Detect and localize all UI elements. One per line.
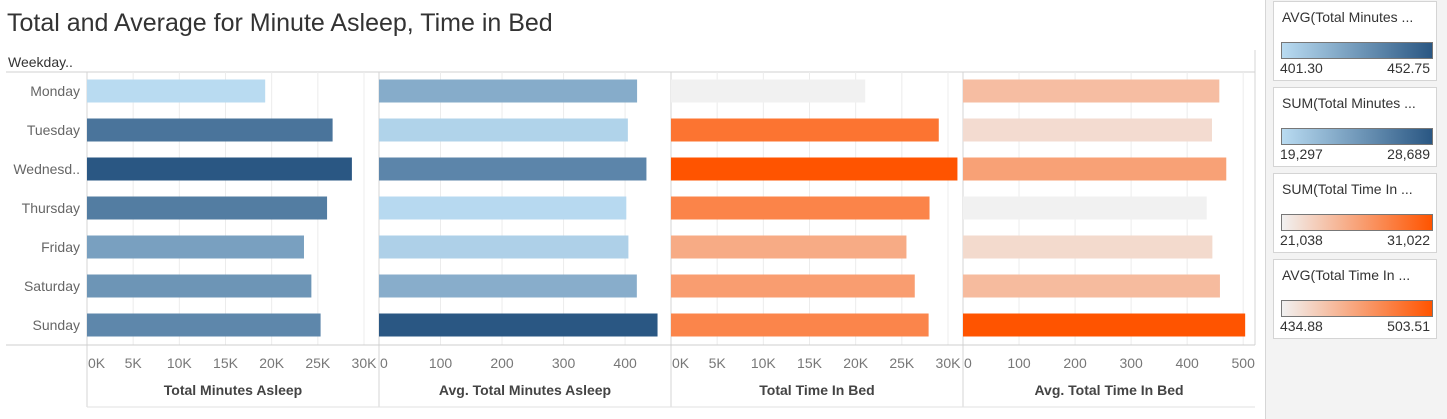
x-tick-label: 200 xyxy=(1063,355,1087,371)
x-tick-label: 10K xyxy=(167,355,193,371)
chart-title: Total and Average for Minute Asleep, Tim… xyxy=(7,9,553,37)
legend-title: SUM(Total Minutes ... xyxy=(1282,95,1416,111)
bar xyxy=(963,196,1207,220)
bar xyxy=(87,235,304,259)
x-axis-title: Avg. Total Minutes Asleep xyxy=(439,382,611,398)
legend-min-value: 434.88 xyxy=(1280,318,1323,334)
bar xyxy=(963,79,1220,103)
bar xyxy=(379,118,628,142)
x-tick-label: 5K xyxy=(125,355,143,371)
row-label: Monday xyxy=(30,83,80,99)
legend-min-value: 19,297 xyxy=(1280,146,1323,162)
x-tick-label: 200 xyxy=(490,355,514,371)
legend-title: SUM(Total Time In ... xyxy=(1282,181,1413,197)
bar xyxy=(379,157,647,181)
row-label: Friday xyxy=(41,239,80,255)
x-tick-label: 400 xyxy=(613,355,637,371)
legend-title: AVG(Total Minutes ... xyxy=(1282,9,1414,25)
x-tick-label: 400 xyxy=(1175,355,1199,371)
x-axis-title: Total Time In Bed xyxy=(759,382,874,398)
x-tick-label: 25K xyxy=(305,355,331,371)
bar xyxy=(379,274,637,298)
bar xyxy=(671,235,907,259)
row-label: Saturday xyxy=(24,278,80,294)
bar xyxy=(671,274,915,298)
x-tick-label: 100 xyxy=(429,355,453,371)
x-tick-label: 300 xyxy=(552,355,576,371)
bar xyxy=(87,274,312,298)
bar xyxy=(671,313,929,337)
bar xyxy=(87,118,333,142)
bar xyxy=(87,157,352,181)
x-tick-label: 0 xyxy=(964,355,972,371)
bar xyxy=(963,235,1213,259)
bar xyxy=(87,196,328,220)
color-ramp xyxy=(1281,42,1433,59)
bar xyxy=(963,313,1246,337)
legend-avg-time-in-bed[interactable]: AVG(Total Time In ... 434.88 503.51 xyxy=(1273,259,1437,339)
bar xyxy=(379,235,629,259)
legend-title: AVG(Total Time In ... xyxy=(1282,267,1411,283)
bar xyxy=(379,313,658,337)
x-tick-label: 30K xyxy=(936,355,962,371)
legend-sum-time-in-bed[interactable]: SUM(Total Time In ... 21,038 31,022 xyxy=(1273,173,1437,253)
bar xyxy=(379,79,638,103)
bar xyxy=(671,157,958,181)
x-tick-label: 0K xyxy=(88,355,106,371)
bar xyxy=(671,79,866,103)
legend-min-value: 401.30 xyxy=(1280,60,1323,76)
x-tick-label: 20K xyxy=(843,355,869,371)
legend-max-value: 31,022 xyxy=(1387,232,1430,248)
x-tick-label: 0K xyxy=(672,355,690,371)
bar-chart: Weekday.. Monday Tuesday Wednesd.. Thursday F… xyxy=(6,50,1256,408)
x-axis-title: Avg. Total Time In Bed xyxy=(1034,382,1183,398)
bar xyxy=(963,274,1220,298)
color-ramp xyxy=(1281,214,1433,231)
x-axis-title: Total Minutes Asleep xyxy=(164,382,302,398)
legend-max-value: 452.75 xyxy=(1387,60,1430,76)
bar xyxy=(963,157,1227,181)
legend-sum-minutes-asleep[interactable]: SUM(Total Minutes ... 19,297 28,689 xyxy=(1273,87,1437,167)
row-header-label: Weekday.. xyxy=(8,54,73,70)
bar xyxy=(379,196,627,220)
x-tick-label: 500 xyxy=(1232,355,1256,371)
x-tick-label: 5K xyxy=(709,355,727,371)
bar xyxy=(963,118,1212,142)
x-tick-label: 15K xyxy=(213,355,239,371)
row-label: Thursday xyxy=(22,200,80,216)
bar xyxy=(671,196,930,220)
legend-avg-minutes-asleep[interactable]: AVG(Total Minutes ... 401.30 452.75 xyxy=(1273,1,1437,81)
x-tick-label: 10K xyxy=(751,355,777,371)
x-tick-label: 30K xyxy=(352,355,378,371)
x-tick-label: 0 xyxy=(380,355,388,371)
color-ramp xyxy=(1281,128,1433,145)
row-label: Sunday xyxy=(33,317,80,333)
x-tick-label: 300 xyxy=(1119,355,1143,371)
bar xyxy=(87,79,266,103)
legend-max-value: 503.51 xyxy=(1387,318,1430,334)
bar xyxy=(87,313,321,337)
x-tick-label: 25K xyxy=(889,355,915,371)
row-label: Tuesday xyxy=(27,122,80,138)
x-tick-label: 20K xyxy=(259,355,285,371)
x-tick-label: 15K xyxy=(797,355,823,371)
x-tick-label: 100 xyxy=(1007,355,1031,371)
row-label: Wednesd.. xyxy=(13,161,80,177)
color-ramp xyxy=(1281,300,1433,317)
legend-max-value: 28,689 xyxy=(1387,146,1430,162)
bar xyxy=(671,118,939,142)
legends-panel: AVG(Total Minutes ... 401.30 452.75 SUM(… xyxy=(1265,0,1447,419)
legend-min-value: 21,038 xyxy=(1280,232,1323,248)
